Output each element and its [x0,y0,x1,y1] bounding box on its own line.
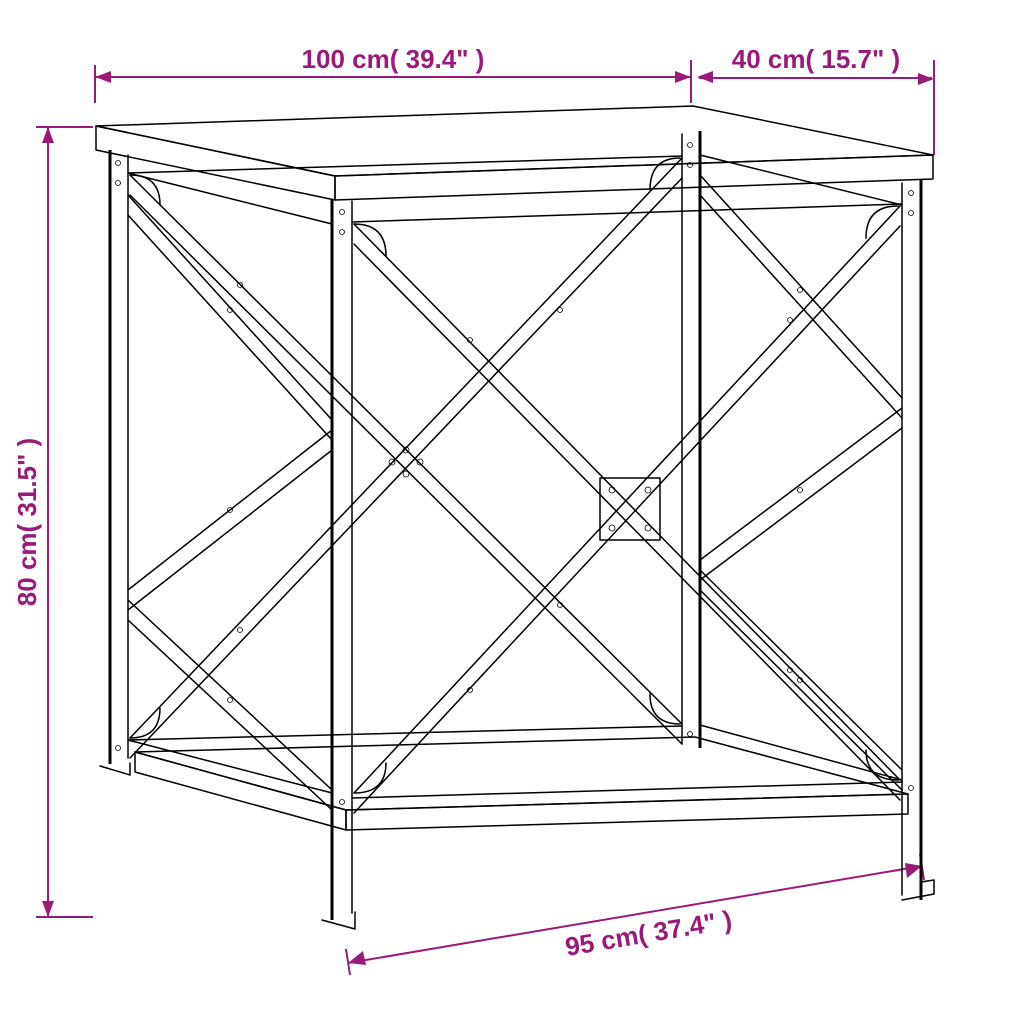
side-braces [128,175,902,810]
back-x-brace [130,158,682,758]
dim-width-top-label: 100 cm( 39.4" ) [302,44,485,74]
dim-width-top: 100 cm( 39.4" ) [95,44,691,103]
legs [100,131,934,929]
table-drawing [96,106,934,929]
tabletop [96,106,933,200]
dim-width-bottom: 95 cm( 37.4" ) [346,854,924,975]
corner-gussets [130,158,898,793]
dim-depth-top: 40 cm( 15.7" ) [697,44,934,155]
dim-depth-top-label: 40 cm( 15.7" ) [732,44,900,74]
dim-height-left: 80 cm( 31.5" ) [12,127,93,917]
furniture-dimension-diagram: 100 cm( 39.4" ) 40 cm( 15.7" ) 80 cm( 31… [0,0,1024,1024]
dim-height-left-label: 80 cm( 31.5" ) [12,438,42,606]
bottom-shelf [135,737,908,830]
front-x-brace [354,206,900,813]
rivets [116,143,914,805]
upper-rails [128,155,902,224]
